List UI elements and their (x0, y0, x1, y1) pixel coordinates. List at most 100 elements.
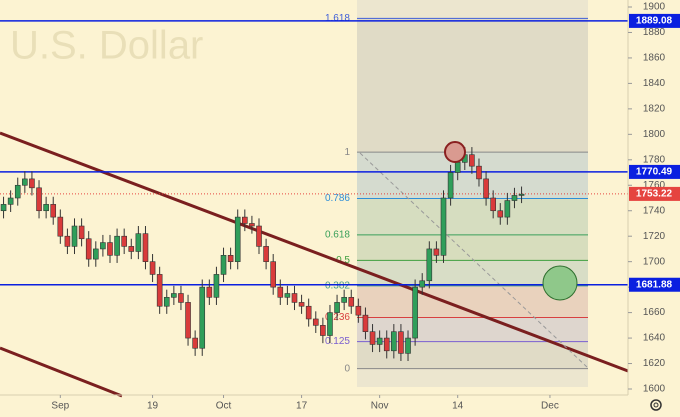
candle-body (22, 178, 28, 186)
candle-body (511, 195, 518, 201)
fib-level-label: 0.125 (325, 336, 350, 347)
fib-level-label: 0.236 (325, 312, 350, 323)
marker-circle (542, 265, 578, 301)
candle-body (128, 246, 135, 252)
candle-body (256, 225, 262, 247)
candle-body (7, 197, 14, 205)
fib-level-label: 1 (344, 147, 350, 158)
candle-body (298, 302, 305, 307)
candle-body (341, 297, 347, 303)
y-tick-label: 1720 (643, 231, 666, 242)
candle-body (249, 223, 255, 227)
candle-body (327, 312, 333, 336)
axis-layer: 1600162016401660168017001720174017601780… (51, 2, 680, 412)
price-label-box (629, 164, 680, 179)
candle-body (362, 314, 369, 333)
candle-body (92, 248, 99, 260)
candle-body (135, 233, 142, 252)
y-tick-label: 1700 (643, 256, 666, 267)
candle-body (504, 200, 511, 218)
fib-band (357, 234, 588, 261)
price-label: 1889.08 (636, 16, 673, 27)
y-tick-label: 1840 (643, 78, 666, 89)
candle-body (440, 197, 447, 256)
y-tick-label: 1800 (643, 129, 666, 140)
watermark: U.S. Dollar (10, 24, 203, 68)
candle-body (185, 302, 191, 339)
candle-body (454, 162, 461, 173)
y-tick-label: 1760 (643, 180, 666, 191)
x-tick-label: 14 (452, 401, 464, 412)
fib-level-label: 0 (344, 363, 350, 374)
candle-body (192, 337, 198, 349)
x-tick-label: 19 (147, 401, 159, 412)
fib-level-label: 0.382 (325, 281, 350, 292)
y-tick-label: 1860 (643, 53, 666, 64)
candle-body (426, 248, 433, 282)
candle-body (433, 248, 440, 256)
candle-body (227, 255, 234, 262)
candle-body (78, 225, 85, 240)
settings-icon[interactable] (650, 399, 662, 411)
price-label-box (629, 186, 680, 201)
candle-body (57, 216, 64, 237)
candle-body (277, 286, 284, 298)
y-tick-label: 1600 (643, 384, 666, 395)
candle-body (497, 210, 504, 218)
candle-body (220, 255, 227, 275)
fib-band (357, 198, 588, 235)
candle-body (100, 242, 106, 250)
candle-body (263, 246, 269, 262)
candle-body (142, 233, 149, 262)
candle-body (36, 187, 42, 212)
candle-body (334, 302, 340, 313)
price-label: 1753.22 (636, 189, 673, 200)
candle-body (490, 197, 496, 212)
y-tick-label: 1900 (643, 2, 666, 13)
candle-body (107, 242, 113, 256)
x-tick-label: Oct (216, 401, 232, 412)
candle-body (483, 178, 489, 199)
candle-body (405, 337, 411, 354)
price-label-box (629, 13, 680, 28)
candle-body (376, 337, 383, 345)
candle-body (178, 293, 184, 303)
y-tick-label: 1620 (643, 358, 666, 369)
x-tick-label: Dec (541, 401, 559, 412)
candle-body (43, 204, 49, 212)
fib-level-label: 0.5 (336, 255, 350, 266)
candle-body (419, 280, 426, 288)
price-label: 1770.49 (636, 167, 673, 178)
candle-body (355, 305, 362, 316)
candle-body (199, 286, 206, 349)
candle-body (270, 261, 276, 288)
candle-body (391, 331, 397, 352)
dashed-line (359, 152, 589, 369)
y-tick-label: 1640 (643, 333, 666, 344)
price-label-box (629, 277, 680, 292)
candle-body (305, 305, 312, 320)
fib-level-label: 1.618 (325, 13, 350, 24)
x-tick-label: Sep (51, 401, 69, 412)
candle-body (291, 293, 298, 303)
fib-band (357, 18, 588, 153)
y-tick-label: 1660 (643, 307, 666, 318)
candle-body (14, 184, 21, 199)
candle-body (320, 325, 326, 336)
candle-body (163, 297, 170, 307)
candle-body (398, 331, 404, 354)
mark-layer (0, 20, 628, 361)
y-tick-label: 1740 (643, 205, 666, 216)
candle-body (85, 238, 92, 260)
marker-circle (444, 141, 466, 163)
candle-body (0, 204, 7, 212)
candle-body (412, 286, 418, 339)
candle-body (284, 293, 291, 298)
candle-body (242, 216, 248, 224)
trend-line (0, 131, 629, 373)
candle-body (383, 337, 390, 352)
y-tick-label: 1880 (643, 27, 666, 38)
y-tick-label: 1820 (643, 104, 666, 115)
